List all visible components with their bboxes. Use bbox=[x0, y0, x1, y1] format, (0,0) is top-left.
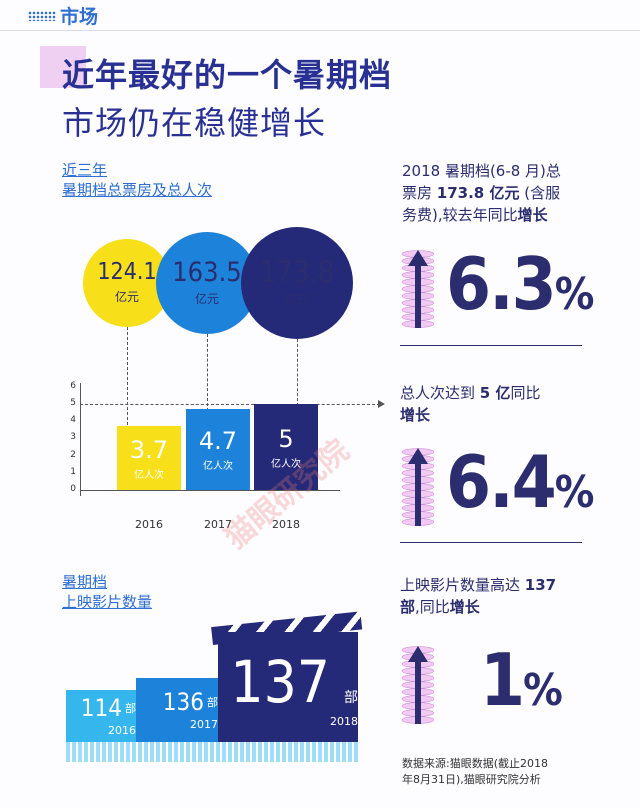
box-office-unit: 亿元 bbox=[114, 290, 139, 304]
growth-coil-icon-3 bbox=[401, 646, 434, 724]
film-value-row: 114 部 bbox=[81, 696, 136, 720]
box-office-unit: 亿元 bbox=[284, 293, 309, 307]
y-tick-label: 0 bbox=[70, 484, 76, 494]
film-bar-2017: 136 部 2017 bbox=[136, 678, 218, 742]
y-tick-label: 1 bbox=[70, 466, 76, 477]
stat2-rule bbox=[400, 542, 582, 543]
admissions-value: 5 bbox=[278, 424, 294, 453]
box-office-value: 173.8 bbox=[259, 255, 335, 289]
y-tick-label: 6 bbox=[70, 380, 76, 391]
film-count-value: 137 bbox=[230, 647, 330, 716]
stat3-percent: % bbox=[523, 665, 563, 716]
up-arrow-icon bbox=[408, 250, 428, 328]
page-subtitle: 市场仍在稳健增长 bbox=[62, 104, 327, 142]
stat3-text: 上映影片数量高达 137 部,同比增长 bbox=[400, 574, 622, 618]
connector-line bbox=[207, 334, 208, 470]
stat3-text-a-bold: 137 bbox=[524, 576, 557, 594]
x-tick-label: 2018 bbox=[330, 714, 358, 728]
x-tick-label: 2016 bbox=[108, 723, 136, 737]
stat2-number: 6.4 bbox=[446, 440, 557, 524]
film-count-value: 114 bbox=[80, 693, 122, 722]
stat2-text-a-bold: 5 亿 bbox=[479, 384, 511, 402]
stat2-percent: % bbox=[554, 467, 595, 518]
admissions-unit: 亿人次 bbox=[271, 458, 301, 470]
stat2-text-b-bold: 增长 bbox=[400, 406, 431, 424]
x-tick-label: 2018 bbox=[272, 518, 300, 531]
section2-title: 暑期档 上映影片数量 bbox=[62, 572, 152, 612]
up-arrow-icon bbox=[408, 646, 428, 724]
stat3-text-a: 上映影片数量高达 bbox=[400, 576, 521, 594]
stat3-value: 1% bbox=[480, 638, 563, 722]
stat3-text-b-bold: 部 bbox=[400, 598, 416, 616]
data-source: 数据来源:猫眼数据(截止2018 年8月31日),猫眼研究院分析 bbox=[402, 756, 632, 788]
stat2-text: 总人次达到 5 亿同比 增长 bbox=[400, 382, 622, 426]
film-bar-2016: 114 部 2016 bbox=[66, 690, 136, 742]
y-tick-label: 4 bbox=[70, 415, 76, 426]
stat2-text-a2: 同比 bbox=[510, 384, 541, 402]
reference-line bbox=[80, 404, 380, 405]
stat1-text-b2: (含服 bbox=[524, 184, 561, 202]
data-source-line1: 数据来源:猫眼数据(截止2018 bbox=[402, 757, 548, 770]
admissions-unit: 亿人次 bbox=[134, 469, 164, 481]
clapper-hinge bbox=[218, 632, 358, 642]
admissions-bar-2018: 5 亿人次 bbox=[254, 404, 318, 490]
stat1-text-a: 2018 暑期档(6-8 月)总 bbox=[402, 162, 561, 180]
film-count-unit: 部 bbox=[125, 701, 136, 715]
y-axis bbox=[80, 382, 81, 496]
film-count-unit: 部 bbox=[344, 689, 358, 706]
stat1-percent: % bbox=[554, 269, 595, 320]
box-office-value: 124.1 bbox=[97, 259, 157, 285]
stat1-text: 2018 暑期档(6-8 月)总 票房 173.8 亿元 (含服 务费),较去年… bbox=[402, 160, 624, 226]
film-count-unit: 部 bbox=[207, 695, 218, 709]
x-tick-label: 2016 bbox=[135, 518, 163, 531]
stat2-text-a: 总人次达到 bbox=[400, 384, 476, 402]
header-label: 市场 bbox=[60, 6, 99, 28]
admissions-value: 4.7 bbox=[198, 427, 238, 456]
stat3-text-b-bold2: 增长 bbox=[449, 598, 480, 616]
stat3-text-b: ,同比 bbox=[415, 598, 450, 616]
x-tick-label: 2017 bbox=[190, 717, 218, 731]
stat2-value: 6.4% bbox=[446, 440, 595, 524]
film-value-row: 137 部 bbox=[230, 653, 358, 711]
stat1-text-c: 务费),较去年同比 bbox=[402, 206, 518, 224]
section1-title-line2: 暑期档总票房及总人次 bbox=[62, 181, 213, 199]
growth-coil-icon-2 bbox=[401, 448, 434, 526]
stat1-number: 6.3 bbox=[446, 242, 557, 326]
data-source-line2: 年8月31日),猫眼研究院分析 bbox=[402, 773, 541, 786]
admissions-unit: 亿人次 bbox=[203, 461, 233, 473]
section1-title-line1: 近三年 bbox=[62, 161, 108, 179]
header-rule bbox=[0, 30, 640, 31]
y-tick-label: 5 bbox=[70, 398, 76, 408]
admissions-value: 3.7 bbox=[129, 435, 169, 464]
stat1-text-b: 票房 bbox=[402, 184, 433, 202]
box-office-bubble-2018: 173.8 亿元 bbox=[241, 227, 353, 339]
growth-coil-icon-1 bbox=[401, 250, 434, 328]
film-bar-2018: 137 部 2018 bbox=[218, 638, 358, 742]
y-tick-label: 2 bbox=[70, 449, 76, 460]
film-value-row: 136 部 bbox=[163, 690, 218, 714]
admissions-bar-2017: 4.7 亿人次 bbox=[186, 409, 250, 490]
stat1-text-b-bold: 173.8 亿元 bbox=[436, 184, 520, 202]
connector-line bbox=[127, 327, 128, 470]
stat1-text-c-bold: 增长 bbox=[517, 206, 548, 224]
section2-title-line1: 暑期档 bbox=[62, 573, 108, 591]
header-dots bbox=[28, 11, 56, 21]
stat1-value: 6.3% bbox=[446, 242, 595, 326]
section2-title-line2: 上映影片数量 bbox=[62, 593, 153, 611]
film-count-value: 136 bbox=[162, 687, 204, 716]
x-axis bbox=[80, 490, 340, 491]
title-accent-block bbox=[40, 46, 86, 88]
box-office-value: 163.5 bbox=[172, 257, 242, 288]
x-tick-label: 2017 bbox=[204, 518, 232, 531]
stat3-number: 1 bbox=[480, 638, 525, 722]
admissions-bar-2016: 3.7 亿人次 bbox=[117, 426, 181, 490]
film-base-stripes bbox=[66, 742, 358, 762]
page-title: 近年最好的一个暑期档 bbox=[62, 56, 393, 94]
stat1-rule bbox=[400, 345, 582, 346]
section1-title: 近三年 暑期档总票房及总人次 bbox=[62, 160, 212, 200]
reference-arrow bbox=[378, 400, 385, 408]
up-arrow-icon bbox=[408, 448, 428, 526]
y-tick-label: 3 bbox=[70, 432, 76, 443]
box-office-unit: 亿元 bbox=[194, 292, 219, 306]
